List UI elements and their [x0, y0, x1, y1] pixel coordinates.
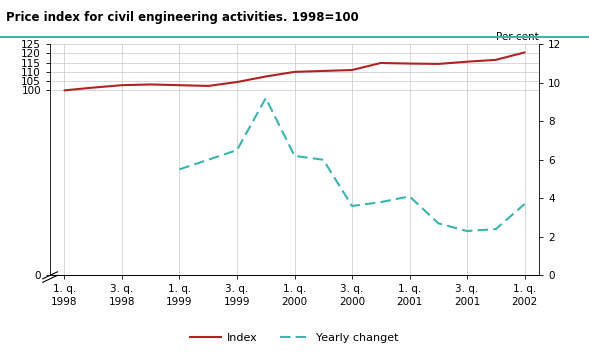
Index [406, 61, 413, 66]
Yearly changet [377, 200, 384, 204]
Index [205, 84, 212, 88]
Index [176, 83, 183, 87]
Yearly changet [291, 154, 298, 158]
Yearly changet [320, 157, 327, 162]
Index [492, 58, 499, 62]
Index [320, 69, 327, 73]
Text: Per cent: Per cent [496, 32, 539, 42]
Yearly changet [492, 227, 499, 231]
Index [291, 70, 298, 74]
Index [435, 62, 442, 66]
Text: Price index for civil engineering activities. 1998=100: Price index for civil engineering activi… [6, 11, 359, 24]
Yearly changet [464, 229, 471, 233]
Legend: Index, Yearly changet: Index, Yearly changet [186, 329, 403, 347]
Yearly changet [349, 204, 356, 208]
Yearly changet [262, 96, 269, 100]
Index [118, 83, 125, 87]
Index [233, 80, 240, 84]
Line: Yearly changet: Yearly changet [180, 98, 525, 231]
Index [61, 88, 68, 92]
Index [147, 82, 154, 86]
Index [349, 68, 356, 72]
Index [521, 50, 528, 55]
Line: Index: Index [64, 53, 525, 90]
Yearly changet [406, 194, 413, 198]
Index [262, 74, 269, 79]
Index [464, 60, 471, 64]
Index [377, 61, 384, 65]
Yearly changet [521, 202, 528, 206]
Index [90, 85, 97, 90]
Yearly changet [233, 148, 240, 152]
Yearly changet [205, 157, 212, 162]
Yearly changet [176, 167, 183, 172]
Yearly changet [435, 221, 442, 226]
